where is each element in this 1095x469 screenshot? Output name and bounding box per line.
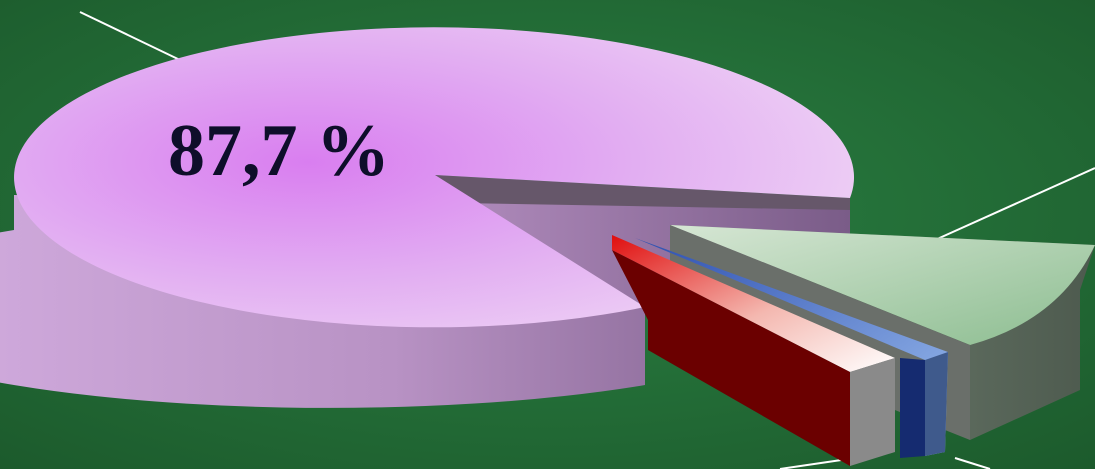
pie-slice-4 <box>612 235 895 372</box>
pie-slice-label-1: 87,7 % <box>168 110 390 192</box>
leader-line-green <box>934 167 1095 241</box>
leader-line-blue <box>954 457 991 469</box>
pie-slice-2 <box>670 225 1095 345</box>
pie-slice-side-3 <box>900 358 925 458</box>
pie-slice-side-4 <box>612 250 850 466</box>
pie-slice-side-4b <box>850 358 895 466</box>
pie-slice-1 <box>14 27 855 328</box>
pie-slice-side-3b <box>925 352 948 456</box>
